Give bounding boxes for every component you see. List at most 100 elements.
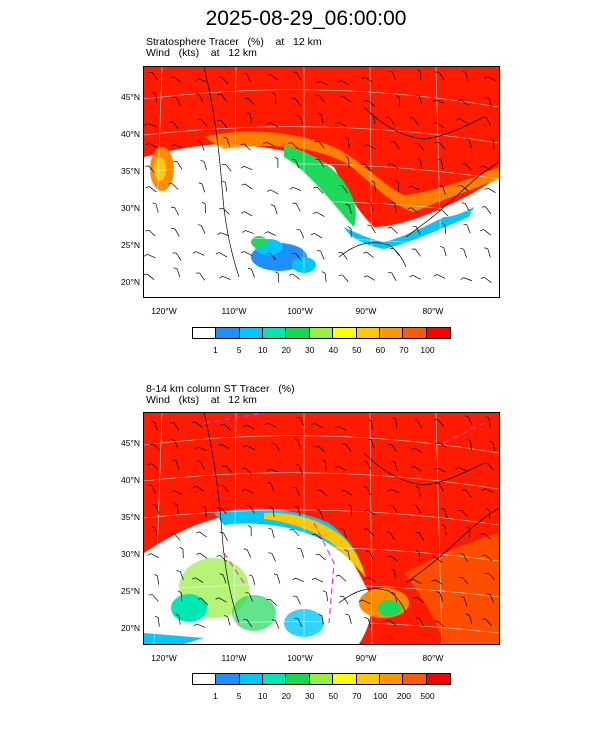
wind-barb-icon xyxy=(385,619,397,626)
wind-barb-icon xyxy=(222,163,232,172)
panel1-map xyxy=(143,66,500,298)
wind-barb-icon xyxy=(195,78,208,83)
wind-barb-icon xyxy=(243,548,252,558)
wind-barb-icon xyxy=(151,526,158,537)
wind-barb-icon xyxy=(481,618,492,626)
wind-barb-icon xyxy=(316,80,328,86)
wind-barb-icon xyxy=(433,122,444,129)
wind-barb-icon xyxy=(168,182,179,190)
wind-barb-icon xyxy=(249,574,256,585)
colorbar-swatch xyxy=(263,674,287,684)
colorbar-swatch xyxy=(403,328,427,338)
colorbar-label: 70 xyxy=(399,345,409,355)
wind-barb-icon xyxy=(461,163,472,171)
wind-barb-icon xyxy=(347,226,352,238)
wind-barb-icon xyxy=(321,271,327,283)
wind-barb-icon xyxy=(192,251,205,256)
wind-barb-icon xyxy=(294,617,303,628)
wind-barb-icon xyxy=(345,613,352,624)
colorbar-swatch xyxy=(286,328,310,338)
panel2-lon-label: 100°W xyxy=(287,653,313,663)
colorbar-label: 10 xyxy=(257,345,268,355)
wind-barb-icon xyxy=(315,553,326,561)
wind-barb-icon xyxy=(466,526,471,538)
wind-barb-icon xyxy=(409,579,422,584)
wind-barb-icon xyxy=(241,211,253,217)
wind-barb-icon xyxy=(240,143,251,151)
wind-barb-icon xyxy=(413,596,425,603)
wind-barb-icon xyxy=(266,598,277,606)
wind-barb-icon xyxy=(202,506,207,518)
wind-barb-icon xyxy=(170,422,180,431)
wind-barb-icon xyxy=(152,202,159,213)
panel1-lon-label: 90°W xyxy=(355,306,377,316)
panel2-map xyxy=(143,412,500,645)
wind-barb-icon xyxy=(345,203,352,214)
panel1-lon-label: 100°W xyxy=(287,306,313,316)
wind-barb-icon xyxy=(407,207,419,214)
wind-barb-icon xyxy=(431,579,443,585)
wind-barb-icon xyxy=(313,186,324,194)
wind-barb-icon xyxy=(395,94,400,107)
wind-barb-icon xyxy=(341,443,352,452)
wind-barb-icon xyxy=(391,201,397,213)
wind-barb-icon xyxy=(247,112,252,124)
panel2-map-canvas xyxy=(144,413,499,644)
wind-barb-icon xyxy=(216,555,228,562)
wind-barb-icon xyxy=(172,459,180,470)
wind-barb-icon xyxy=(195,272,205,281)
wind-barb-icon xyxy=(219,207,230,215)
wind-barb-icon xyxy=(415,617,425,627)
wind-barb-icon xyxy=(440,246,447,257)
panel1-subtitle-line1: Stratosphere Tracer (%) at 12 km xyxy=(146,36,322,48)
wind-barb-icon xyxy=(315,95,325,103)
wind-barb-icon xyxy=(462,489,472,498)
wind-barb-icon xyxy=(315,159,325,168)
wind-barb-icon xyxy=(485,507,491,519)
panel2-lat-label: 20°N xyxy=(121,623,140,633)
wind-barb-icon xyxy=(217,93,227,102)
panel2-lon-label: 80°W xyxy=(422,653,444,663)
wind-barb-icon xyxy=(293,595,302,605)
wind-barb-icon xyxy=(458,576,469,585)
wind-barb-icon xyxy=(482,116,491,126)
wind-barb-icon xyxy=(340,528,347,539)
colorbar-label: 20 xyxy=(281,691,291,701)
wind-barb-icon xyxy=(480,276,492,283)
wind-barb-icon xyxy=(433,274,446,279)
wind-barb-icon xyxy=(317,250,325,260)
wind-barb-icon xyxy=(322,590,329,602)
wind-barb-icon xyxy=(172,96,181,106)
wind-barb-icon xyxy=(432,99,445,104)
wind-barb-icon xyxy=(394,180,400,192)
wind-barb-icon xyxy=(318,613,324,625)
wind-barb-icon xyxy=(465,138,472,149)
panel2-lat-label: 25°N xyxy=(121,586,140,596)
wind-barb-icon xyxy=(484,247,491,258)
wind-barb-icon xyxy=(434,419,445,427)
wind-barb-icon xyxy=(217,120,228,128)
wind-barb-icon xyxy=(219,532,228,542)
wind-barb-icon xyxy=(415,550,420,562)
wind-barb-icon xyxy=(367,418,373,430)
wind-barb-icon xyxy=(175,613,181,625)
wind-barb-icon xyxy=(484,572,495,580)
colorbar-swatch xyxy=(239,674,264,684)
wind-barb-icon xyxy=(337,80,349,86)
panel2-subtitle-line2: Wind (kts) at 12 km xyxy=(146,394,257,406)
wind-barb-icon xyxy=(344,136,350,148)
wind-barb-icon xyxy=(292,71,302,81)
wind-barb-icon xyxy=(218,76,228,84)
colorbar-label: 50 xyxy=(352,345,362,355)
wind-barb-icon xyxy=(358,599,371,604)
wind-barb-icon xyxy=(169,121,179,130)
wind-barb-icon xyxy=(335,426,347,431)
wind-barb-icon xyxy=(434,467,446,473)
wind-barb-icon xyxy=(457,99,469,106)
wind-barb-icon xyxy=(364,509,376,515)
wind-barb-icon xyxy=(222,465,233,473)
wind-barb-icon xyxy=(479,165,492,171)
wind-barb-icon xyxy=(362,461,372,470)
wind-barb-icon xyxy=(241,467,252,475)
wind-barb-icon xyxy=(263,141,275,147)
